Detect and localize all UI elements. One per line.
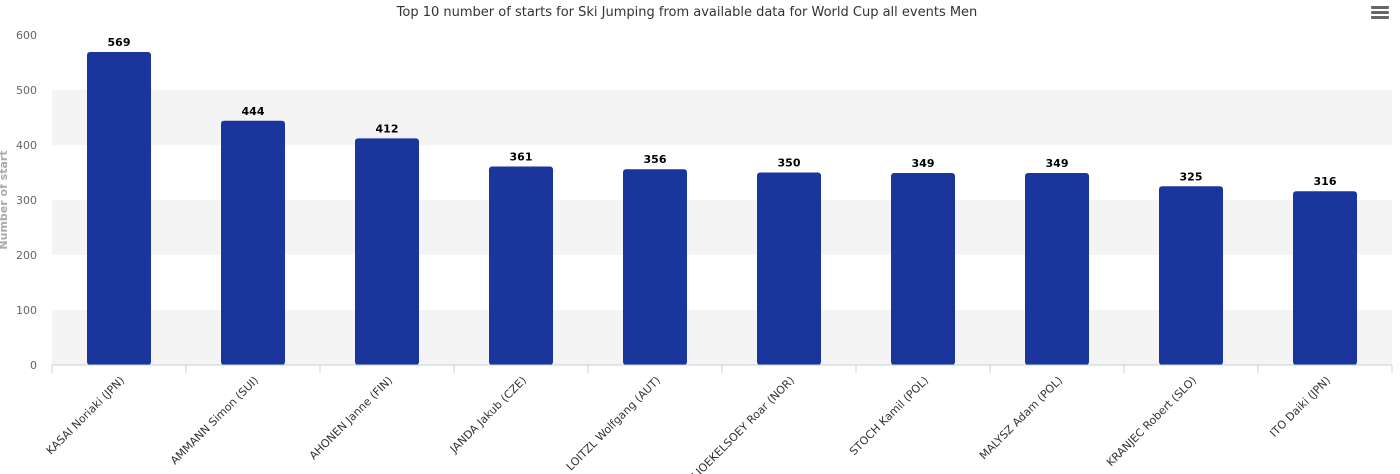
x-tick-label: KRANJEC Robert (SLO)	[1104, 374, 1199, 469]
x-tick-label: JANDA Jakub (CZE)	[447, 374, 529, 456]
data-label: 316	[1314, 175, 1337, 188]
bar[interactable]	[1159, 186, 1223, 365]
y-tick-label: 400	[16, 139, 37, 152]
y-tick-label: 0	[30, 359, 37, 372]
y-axis-ticks: 0 100 200 300 400 500 600	[16, 29, 37, 372]
y-tick-label: 600	[16, 29, 37, 42]
bar[interactable]	[87, 52, 151, 366]
data-label: 325	[1180, 170, 1203, 183]
data-label: 361	[510, 150, 533, 163]
data-label: 412	[376, 122, 399, 135]
bar[interactable]	[757, 172, 821, 366]
data-label: 349	[1046, 157, 1069, 170]
bar[interactable]	[355, 138, 419, 365]
x-tick-label: STOCH Kamil (POL)	[847, 374, 931, 458]
x-tick-label: MALYSZ Adam (POL)	[977, 374, 1065, 462]
x-axis-ticks	[51, 365, 1393, 373]
hamburger-menu-icon[interactable]	[1370, 4, 1390, 22]
y-tick-label: 300	[16, 194, 37, 207]
data-label: 349	[912, 157, 935, 170]
y-axis-label: Number of start	[0, 150, 10, 249]
x-tick-label: KASAI Noriaki (JPN)	[44, 374, 127, 457]
bar[interactable]	[623, 169, 687, 365]
x-tick-label: AHONEN Janne (FIN)	[307, 374, 395, 462]
bar[interactable]	[1025, 173, 1089, 365]
bar[interactable]	[1293, 191, 1357, 365]
y-tick-label: 500	[16, 84, 37, 97]
bar[interactable]	[489, 166, 553, 365]
x-axis-labels: KASAI Noriaki (JPN) AMMANN Simon (SUI) AHO…	[44, 374, 1333, 474]
bars	[87, 52, 1357, 366]
data-label: 569	[108, 36, 131, 49]
data-label: 350	[778, 157, 801, 170]
data-label: 356	[644, 153, 667, 166]
x-tick-label: AMMANN Simon (SUI)	[168, 374, 261, 467]
data-label: 444	[242, 105, 265, 118]
x-tick-label: ITO Daiki (JPN)	[1267, 374, 1333, 440]
chart-title: Top 10 number of starts for Ski Jumping …	[396, 5, 978, 20]
y-tick-label: 200	[16, 249, 37, 262]
x-tick-label: LJOEKELSOEY Roar (NOR)	[689, 374, 797, 474]
data-labels: 569 444 412 361 356 350 349 349 325 316	[108, 36, 1337, 188]
y-tick-label: 100	[16, 304, 37, 317]
bar[interactable]	[221, 120, 285, 365]
bar[interactable]	[891, 173, 955, 365]
x-tick-label: LOITZL Wolfgang (AUT)	[564, 374, 663, 473]
